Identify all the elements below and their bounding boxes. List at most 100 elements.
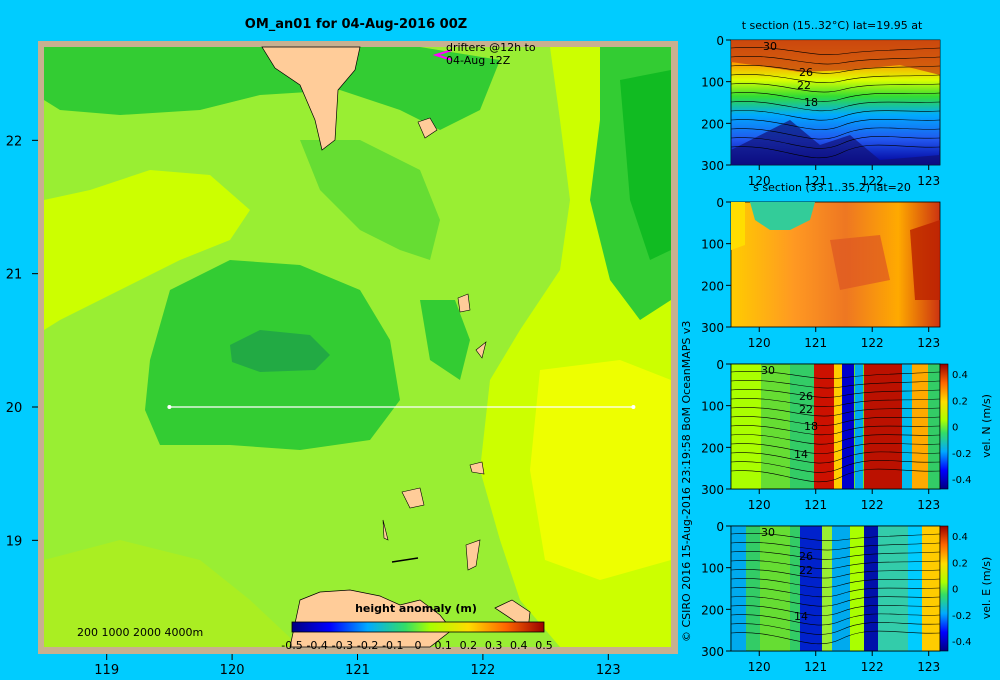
colorbar-title: height anomaly (m) [355,602,477,615]
section-x-tick-label: 122 [861,660,884,674]
colorbar-bar [291,621,545,633]
land-island [382,519,389,541]
section-x-tick-label: 121 [804,498,827,512]
section-x-tick-label: 122 [861,336,884,350]
contour-line [730,47,941,55]
contour-line [730,144,941,159]
contour-line [730,425,941,436]
field-green-islands [420,300,470,380]
contour-line [730,533,941,541]
contour-line [730,542,941,551]
section-y-tick-label: 200 [701,117,724,131]
section-y-tick-label: 0 [716,358,724,372]
section-y-tick-label: 200 [701,279,724,293]
land-island [465,539,481,571]
section-y-tick-label: 300 [701,645,724,659]
map-y-tick-label: 22 [6,134,23,149]
section-y-tick-label: 200 [701,603,724,617]
colorbar-tick-label: 0.3 [485,639,503,652]
contour-line [730,118,941,130]
section-y-tick-label: 0 [716,34,724,48]
field-eddy-core [230,330,330,372]
colorbar-tick-label: 0 [415,639,422,652]
contour-line [730,569,941,579]
contour-label: 30 [763,40,777,53]
depth-legend: 200 1000 2000 4000m [77,626,203,639]
section-y-tick-label: 200 [701,441,724,455]
colorbar-tick-label: 0.4 [510,639,528,652]
section-x-tick-label: 123 [917,498,940,512]
contour-line [730,630,941,645]
colorbar-tick-label: -0.1 [382,639,403,652]
contour-line [730,560,941,570]
land-island [417,117,438,139]
land-island [457,293,471,313]
land-luzon [289,589,453,648]
contour-label: 22 [799,403,813,416]
t-section-panel: t section (15..32°C) lat=19.95 at [730,19,941,166]
velocity-colorbar-tick-label: 0.2 [952,558,968,569]
contour-line [730,398,941,408]
contour-line [730,587,941,598]
velocity-colorbar-tick-label: 0 [952,423,958,434]
ve-colorbar: 0.4 0.2 0 -0.2 -0.4 vel. E (m/s) [939,525,993,652]
contour-label: 14 [794,448,808,461]
velocity-colorbar-tick-label: 0 [952,585,958,596]
contour-label: 18 [804,96,818,109]
map-y-ticks: 19 20 21 22 [6,134,38,549]
velocity-colorbar-tick-label: 0.4 [952,370,968,381]
vn-colorbar: 0.4 0.2 0 -0.2 -0.4 vel. N (m/s) [939,363,993,490]
section-x-tick-label: 122 [861,174,884,188]
contour-line [730,407,941,417]
section-y-tick-label: 100 [701,76,724,90]
height-colorbar: height anomaly (m) -0.5 -0.4 -0.3 -0.2 -0.1 0… [281,602,552,652]
contour-line [730,596,941,607]
credit-text: © CSIRO 2016 15-Aug-2016 23:19:58 BoM Oc… [680,321,693,642]
contour-line [730,127,941,140]
contour-line [730,101,941,112]
field-green-north [44,47,500,130]
field-green-east-core [620,70,671,260]
map-y-tick-label: 19 [6,534,23,549]
velocity-colorbar-tick-label: -0.2 [952,611,972,622]
ve-colorbar-label: vel. E (m/s) [980,557,993,620]
contour-line [730,110,941,121]
contour-line [730,83,941,93]
contour-line [730,136,941,149]
contour-line [730,74,941,84]
contour-line [730,389,941,398]
section-y-tick-label: 0 [716,520,724,534]
map-x-tick-label: 122 [470,663,495,678]
drifter-arrow-icon [432,49,453,61]
contour-label: 26 [799,66,813,79]
contour-lines [730,371,941,483]
section-start-marker [167,405,172,409]
section-y-tick-label: 0 [716,196,724,210]
map-y-tick-label: 21 [6,268,23,283]
section-x-tick-label: 122 [861,498,884,512]
field-green-south [44,540,300,647]
land-taiwan [261,46,361,151]
contour-line [730,371,941,379]
contour-label: 22 [799,564,813,577]
section-y-tick-label: 100 [701,238,724,252]
contour-label: 30 [761,364,775,377]
contour-label: 30 [761,526,775,539]
s-section-panel: s section (33.1..35.2) lat=20 [730,181,941,328]
section-x-tick-label: 120 [748,174,771,188]
velocity-colorbar-tick-label: 0.2 [952,396,968,407]
section-x-tick-label: 123 [917,336,940,350]
velocity-colorbar-tick-label: -0.4 [952,475,972,486]
contour-label: 26 [799,390,813,403]
vn-colorbar-label: vel. N (m/s) [980,394,993,458]
colorbar-tick-label: 0.2 [460,639,478,652]
section-x-tick-label: 121 [804,174,827,188]
section-x-tick-label: 121 [804,660,827,674]
section-x-tick-label: 120 [748,498,771,512]
section-x-tick-label: 121 [804,336,827,350]
colorbar-tick-label: -0.2 [357,639,378,652]
velocity-colorbar-tick-label: -0.4 [952,637,972,648]
section-y-tick-label: 100 [701,400,724,414]
